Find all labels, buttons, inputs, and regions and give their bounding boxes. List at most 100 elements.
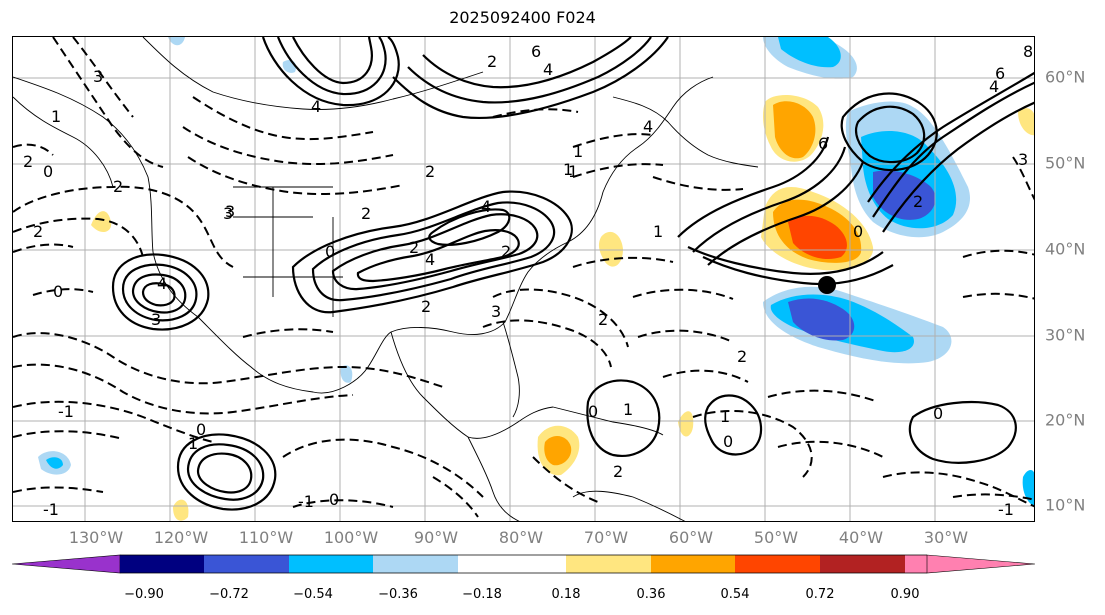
negative-anomaly-region bbox=[1022, 470, 1034, 507]
contour-label: 2 bbox=[361, 204, 371, 223]
contour-label: 1 bbox=[51, 107, 61, 126]
negative-anomaly-region bbox=[788, 298, 855, 341]
contour-label: 0 bbox=[53, 282, 63, 301]
negative-anomaly-region bbox=[168, 37, 185, 46]
colorbar-tick-label: −0.36 bbox=[378, 587, 418, 602]
negative-anomaly-region bbox=[340, 365, 353, 383]
positive-anomaly-region bbox=[173, 499, 189, 521]
lat-label: 40°N bbox=[1045, 239, 1086, 259]
contour-label: -1 bbox=[998, 500, 1014, 519]
contour-label: 4 bbox=[481, 197, 491, 216]
contour-label: 8 bbox=[1023, 42, 1033, 61]
colorbar-tick-label: −0.18 bbox=[462, 587, 502, 602]
colorbar-tick-label: 0.54 bbox=[720, 587, 750, 602]
map-title: 2025092400 F024 bbox=[449, 8, 596, 27]
contours bbox=[13, 37, 1034, 518]
coastlines bbox=[13, 37, 759, 521]
colorbar-segment bbox=[373, 555, 458, 573]
colorbar-segment bbox=[926, 554, 1036, 574]
negative-anomaly-region bbox=[282, 60, 297, 73]
contour-label: 3 bbox=[491, 302, 501, 321]
location-marker bbox=[818, 276, 836, 294]
colorbar-segment bbox=[820, 555, 905, 573]
contour-label: 2 bbox=[613, 462, 623, 481]
colorbar-segment bbox=[289, 555, 373, 573]
contour-label: 3 bbox=[93, 67, 103, 86]
lon-label: 120°W bbox=[153, 528, 209, 547]
contour-label: 4 bbox=[425, 250, 435, 269]
contour-label: 3 bbox=[151, 310, 161, 329]
lon-label: 50°W bbox=[753, 528, 799, 547]
negative-anomaly-region bbox=[46, 457, 63, 469]
contour-label: 0 bbox=[43, 162, 53, 181]
lon-label: 100°W bbox=[323, 528, 379, 547]
lon-label: 130°W bbox=[68, 528, 124, 547]
contour-label: 3 bbox=[225, 202, 235, 221]
colorbar-segment bbox=[204, 555, 289, 573]
lon-label: 70°W bbox=[583, 528, 629, 547]
contour-label: 1 bbox=[188, 434, 198, 453]
colorbar-segment bbox=[458, 555, 566, 573]
positive-anomaly-region bbox=[678, 411, 694, 437]
colorbar-segment bbox=[11, 554, 121, 574]
contour-label: 2 bbox=[33, 222, 43, 241]
contour-label: 1 bbox=[573, 142, 583, 161]
contour-label: 1 bbox=[653, 222, 663, 241]
colorbar-segment bbox=[566, 555, 651, 573]
positive-anomaly-region bbox=[598, 231, 623, 267]
contour-labels: 6 4 8 6 4 3 4 2 6 4 2 0 1 4 2 3 2 0 3 2 … bbox=[23, 42, 1033, 519]
colorbar-tick-label: 0.36 bbox=[636, 587, 666, 602]
positive-anomaly-region bbox=[1018, 108, 1034, 136]
colorbar-segment bbox=[735, 555, 820, 573]
colorbar-tick-label: −0.90 bbox=[124, 587, 164, 602]
contour-label: 2 bbox=[501, 242, 511, 261]
colorbar-tick-label: 0.72 bbox=[805, 587, 835, 602]
contour-label: 2 bbox=[598, 310, 608, 329]
lon-label: 30°W bbox=[923, 528, 969, 547]
positive-anomaly-region bbox=[544, 435, 572, 466]
contour-label: 0 bbox=[723, 432, 733, 451]
colorbar-segment bbox=[120, 555, 204, 573]
contour-label: 3 bbox=[1018, 150, 1028, 169]
contour-label: 1 bbox=[563, 160, 573, 179]
contour-label: 2 bbox=[409, 238, 419, 257]
colorbar bbox=[11, 554, 1036, 574]
lon-label: 80°W bbox=[498, 528, 544, 547]
contour-label: 1 bbox=[720, 407, 730, 426]
contour-label: 2 bbox=[421, 297, 431, 316]
colorbar-tick-label: 0.18 bbox=[551, 587, 581, 602]
contour-label: 0 bbox=[325, 242, 335, 261]
contour-label: 6 bbox=[531, 42, 541, 61]
contour-label: 1 bbox=[623, 400, 633, 419]
contour-label: 2 bbox=[425, 162, 435, 181]
contour-label: 0 bbox=[588, 402, 598, 421]
contour-label: 1 bbox=[568, 162, 578, 181]
lon-label: 90°W bbox=[413, 528, 459, 547]
contour-label: 4 bbox=[643, 117, 653, 136]
contour-label: 3 bbox=[223, 204, 233, 223]
contour-label: 0 bbox=[196, 420, 206, 439]
contour-label: 0 bbox=[853, 222, 863, 241]
colorbar-segment bbox=[651, 555, 735, 573]
lon-label: 110°W bbox=[238, 528, 294, 547]
contour-label: 2 bbox=[487, 52, 497, 71]
contour-label: -1 bbox=[298, 492, 314, 511]
colorbar-tick-label: 0.90 bbox=[890, 587, 920, 602]
contour-label: 6 bbox=[995, 64, 1005, 83]
contour-label: 4 bbox=[157, 274, 167, 293]
lat-label: 50°N bbox=[1045, 153, 1086, 173]
lat-label: 20°N bbox=[1045, 410, 1086, 430]
colorbar-tick-label: −0.72 bbox=[209, 587, 249, 602]
contour-label: 2 bbox=[23, 152, 33, 171]
map-panel[interactable]: 6 4 8 6 4 3 4 2 6 4 2 0 1 4 2 3 2 0 3 2 … bbox=[12, 36, 1035, 522]
positive-anomaly-region bbox=[91, 211, 112, 233]
lon-label: 60°W bbox=[668, 528, 714, 547]
contour-label: 2 bbox=[737, 347, 747, 366]
graticule bbox=[13, 37, 1034, 521]
contour-label: 6 bbox=[818, 134, 828, 153]
colorbar-segment bbox=[905, 555, 927, 573]
contour-label: -1 bbox=[58, 402, 74, 421]
lat-label: 60°N bbox=[1045, 67, 1086, 87]
lat-label: 10°N bbox=[1045, 495, 1086, 515]
lat-label: 30°N bbox=[1045, 325, 1086, 345]
